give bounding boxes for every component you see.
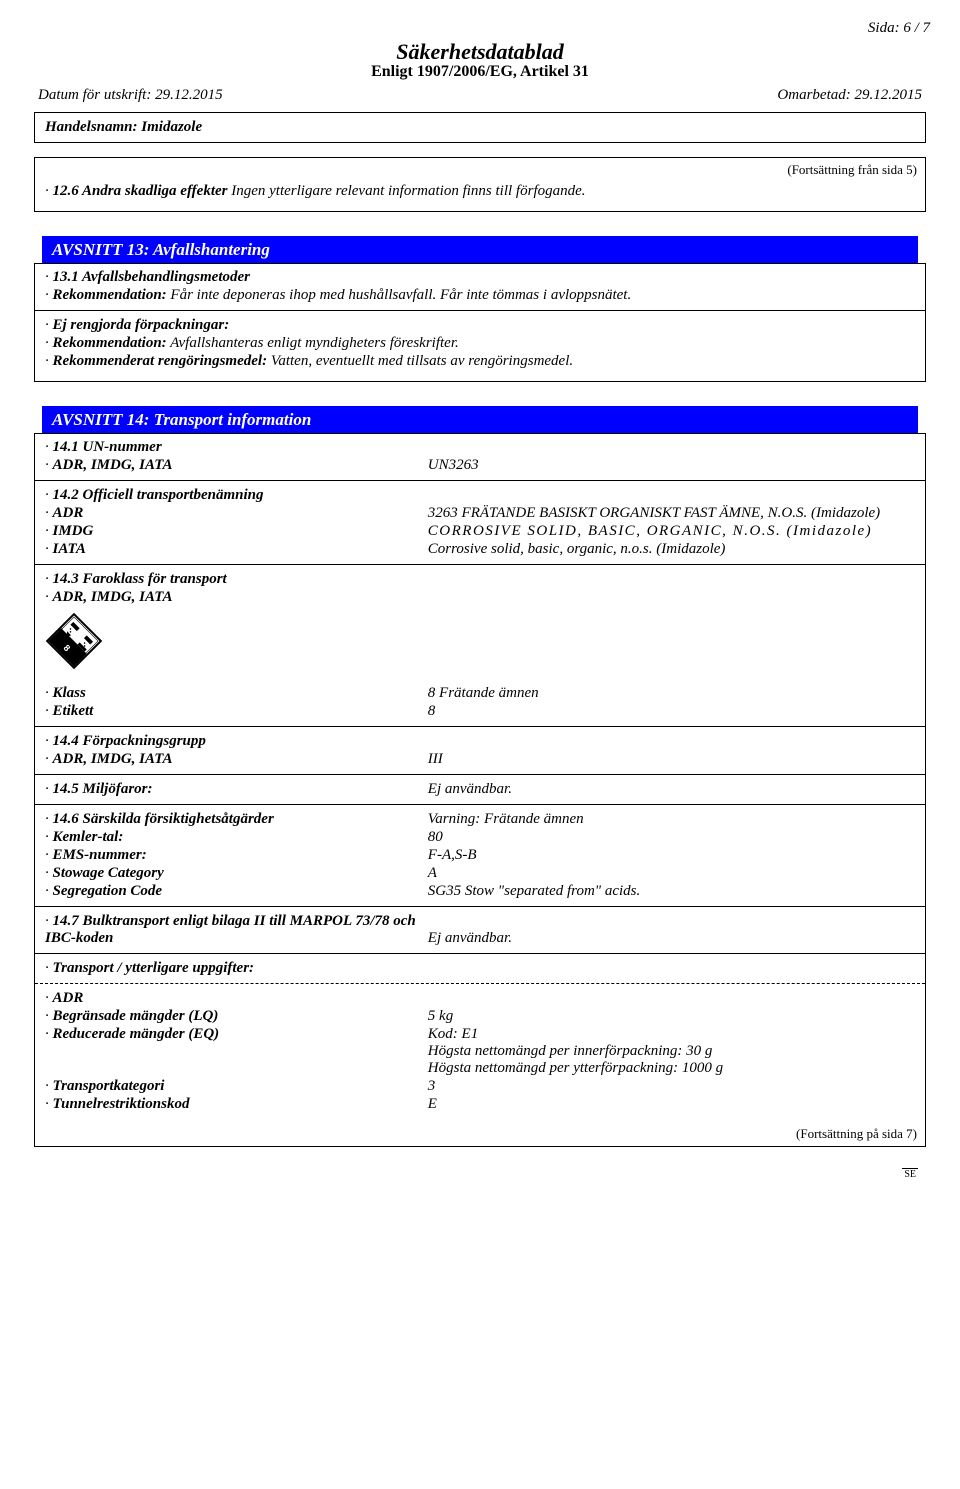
s13-rec-text: Får inte deponeras ihop med hushållsavfa… <box>170 287 631 303</box>
s14-seg-label: Segregation Code <box>45 883 162 899</box>
s14-lq-label: Begränsade mängder (LQ) <box>45 1008 218 1024</box>
s14-2-adr-value: 3263 FRÄTANDE BASISKT ORGANISKT FAST ÄMN… <box>428 505 915 522</box>
s14-tcat-label: Transportkategori <box>45 1078 164 1094</box>
s14-etikett-label: Etikett <box>45 703 93 719</box>
s13-clean-text: Vatten, eventuellt med tillsats av rengö… <box>271 353 573 369</box>
s14-3-label: 14.3 Faroklass för transport <box>45 571 227 587</box>
product-box: Handelsnamn: Imidazole <box>34 112 926 143</box>
s14-eq-value3: Högsta nettomängd per ytterförpackning: … <box>428 1060 915 1077</box>
doc-title: Säkerhetsdatablad <box>30 39 930 65</box>
print-date-label: Datum för utskrift: <box>38 87 151 103</box>
continuation-from: (Fortsättning från sida 5) <box>35 158 925 178</box>
s14-eq-label: Reducerade mängder (EQ) <box>45 1026 219 1042</box>
dates-row: Datum för utskrift: 29.12.2015 Omarbetad… <box>30 87 930 104</box>
s14-4-value: III <box>428 751 915 768</box>
avsnitt-14-header: AVSNITT 14: Transport information <box>42 406 918 434</box>
s14-klass-value: 8 Frätande ämnen <box>428 685 915 702</box>
s14-1-label: 14.1 UN-nummer <box>45 439 162 455</box>
s14-adr2-label: ADR <box>45 990 83 1006</box>
s14-seg-value: SG35 Stow "separated from" acids. <box>428 883 915 900</box>
s14-2-iata-label: IATA <box>45 541 86 557</box>
s14-tunnel-label: Tunnelrestriktionskod <box>45 1096 189 1112</box>
avsnitt-13-header: AVSNITT 13: Avfallshantering <box>42 236 918 264</box>
s14-7-label: 14.7 Bulktransport enligt bilaga II till… <box>45 913 416 946</box>
s14-3-adr-label: ADR, IMDG, IATA <box>45 589 173 605</box>
s14-transinfo-label: Transport / ytterligare uppgifter: <box>45 960 254 976</box>
corrosive-hazard-icon: 8 <box>45 612 915 675</box>
s14-4-adr-label: ADR, IMDG, IATA <box>45 751 173 767</box>
s14-7-value: Ej användbar. <box>428 930 915 947</box>
s14-1-value: UN3263 <box>428 457 915 474</box>
s14-kemler-value: 80 <box>428 829 915 846</box>
footnote-se: SE <box>30 1169 930 1180</box>
s13-rec2-label: Rekommendation: <box>45 335 167 351</box>
page-header: Sida: 6 / 7 Säkerhetsdatablad Enligt 190… <box>30 20 930 143</box>
s13-1-label: 13.1 Avfallsbehandlingsmetoder <box>45 269 250 285</box>
section-12-box: (Fortsättning från sida 5) 12.6 Andra sk… <box>34 157 926 212</box>
s14-2-imdg-label: IMDG <box>45 523 93 539</box>
s14-ems-value: F-A,S-B <box>428 847 915 864</box>
doc-subtitle: Enligt 1907/2006/EG, Artikel 31 <box>30 63 930 81</box>
s14-2-label: 14.2 Officiell transportbenämning <box>45 487 264 503</box>
s14-tcat-value: 3 <box>428 1078 915 1095</box>
s14-2-imdg-value: CORROSIVE SOLID, BASIC, ORGANIC, N.O.S. … <box>428 523 915 540</box>
s14-eq-value1: Kod: E1 <box>428 1026 915 1043</box>
s14-1-adr-label: ADR, IMDG, IATA <box>45 457 173 473</box>
s14-5-value: Ej användbar. <box>428 781 915 798</box>
s14-etikett-value: 8 <box>428 703 915 720</box>
revised-date: 29.12.2015 <box>855 87 923 103</box>
section-13-box: 13.1 Avfallsbehandlingsmetoder Rekommend… <box>34 263 926 382</box>
s14-tunnel-value: E <box>428 1096 915 1113</box>
s14-6-label: 14.6 Särskilda försiktighetsåtgärder <box>45 811 274 827</box>
s13-unclean-label: Ej rengjorda förpackningar: <box>45 317 229 333</box>
print-date: 29.12.2015 <box>155 87 223 103</box>
s14-2-adr-label: ADR <box>45 505 83 521</box>
s14-2-iata-value: Corrosive solid, basic, organic, n.o.s. … <box>428 541 915 558</box>
s13-rec2-text: Avfallshanteras enligt myndigheters före… <box>170 335 459 351</box>
page-number: Sida: 6 / 7 <box>30 20 930 37</box>
s14-kemler-label: Kemler-tal: <box>45 829 123 845</box>
title-block: Säkerhetsdatablad Enligt 1907/2006/EG, A… <box>30 39 930 81</box>
s14-ems-label: EMS-nummer: <box>45 847 147 863</box>
s12-6-value: Ingen ytterligare relevant information f… <box>231 183 585 199</box>
revised-label: Omarbetad: <box>777 87 850 103</box>
s14-eq-value2: Högsta nettomängd per innerförpackning: … <box>428 1043 915 1060</box>
product-name: Imidazole <box>141 119 202 135</box>
continuation-to: (Fortsättning på sida 7) <box>35 1124 925 1146</box>
s14-stowage-value: A <box>428 865 915 882</box>
s12-6-label: 12.6 Andra skadliga effekter <box>45 183 228 199</box>
s14-6-value: Varning: Frätande ämnen <box>428 811 915 828</box>
s14-4-label: 14.4 Förpackningsgrupp <box>45 733 206 749</box>
s14-5-label: 14.5 Miljöfaror: <box>45 781 153 797</box>
section-14-box: 14.1 UN-nummer ADR, IMDG, IATA UN3263 14… <box>34 433 926 1147</box>
product-label: Handelsnamn: <box>45 119 138 135</box>
s14-klass-label: Klass <box>45 685 86 701</box>
s14-stowage-label: Stowage Category <box>45 865 164 881</box>
s14-lq-value: 5 kg <box>428 1008 915 1025</box>
s13-rec-label: Rekommendation: <box>45 287 167 303</box>
s13-clean-label: Rekommenderat rengöringsmedel: <box>45 353 267 369</box>
